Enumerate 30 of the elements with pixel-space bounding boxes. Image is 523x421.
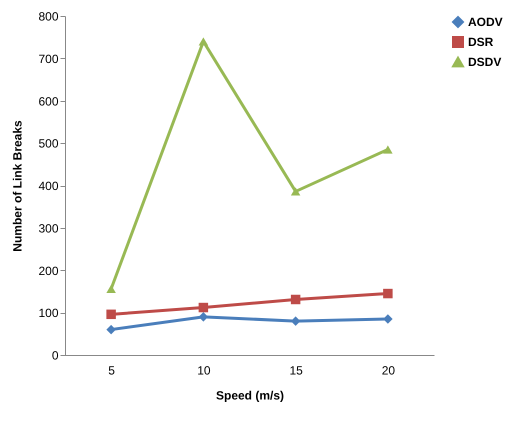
point bbox=[198, 302, 208, 312]
y-axis-title: Number of Link Breaks bbox=[10, 120, 24, 252]
point bbox=[383, 314, 393, 324]
y-tick-label: 400 bbox=[38, 179, 59, 193]
x-tick-label: 10 bbox=[197, 364, 211, 378]
legend-label: DSDV bbox=[468, 55, 502, 69]
x-axis-title: Speed (m/s) bbox=[216, 388, 284, 402]
y-tick-label: 100 bbox=[38, 306, 59, 320]
legend-label: DSR bbox=[468, 35, 494, 49]
point bbox=[290, 294, 300, 304]
y-tick-label: 500 bbox=[38, 136, 59, 151]
y-tick-label: 300 bbox=[38, 221, 59, 236]
point bbox=[383, 145, 393, 154]
y-tick-label: 0 bbox=[52, 348, 59, 362]
point bbox=[106, 310, 116, 320]
y-tick-label: 800 bbox=[38, 10, 59, 24]
point bbox=[106, 284, 116, 294]
point bbox=[290, 187, 300, 196]
y-tick-label: 200 bbox=[38, 264, 59, 278]
point bbox=[106, 324, 116, 334]
x-tick-label: 20 bbox=[382, 364, 396, 378]
point bbox=[198, 312, 208, 322]
y-tick-label: 600 bbox=[38, 94, 59, 108]
point bbox=[198, 37, 208, 46]
point bbox=[290, 316, 300, 326]
y-tick-label: 700 bbox=[38, 52, 59, 66]
legend-label: AODV bbox=[468, 15, 503, 29]
point bbox=[383, 288, 393, 298]
x-tick-label: 15 bbox=[289, 364, 304, 378]
x-tick-label: 5 bbox=[108, 364, 116, 378]
